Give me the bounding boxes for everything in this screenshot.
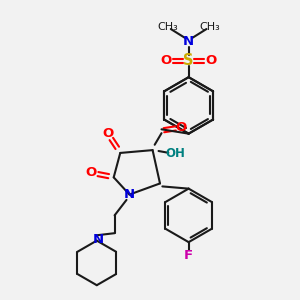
Text: O: O — [103, 127, 114, 140]
Text: O: O — [161, 54, 172, 67]
Text: N: N — [124, 188, 135, 201]
Text: O: O — [86, 167, 97, 179]
Text: F: F — [184, 249, 193, 262]
Text: OH: OH — [165, 147, 185, 160]
Text: O: O — [175, 121, 187, 134]
Text: CH₃: CH₃ — [199, 22, 220, 32]
Text: CH₃: CH₃ — [158, 22, 178, 32]
Text: S: S — [183, 53, 194, 68]
Text: N: N — [183, 35, 194, 48]
Text: N: N — [93, 232, 104, 246]
Text: O: O — [205, 54, 217, 67]
